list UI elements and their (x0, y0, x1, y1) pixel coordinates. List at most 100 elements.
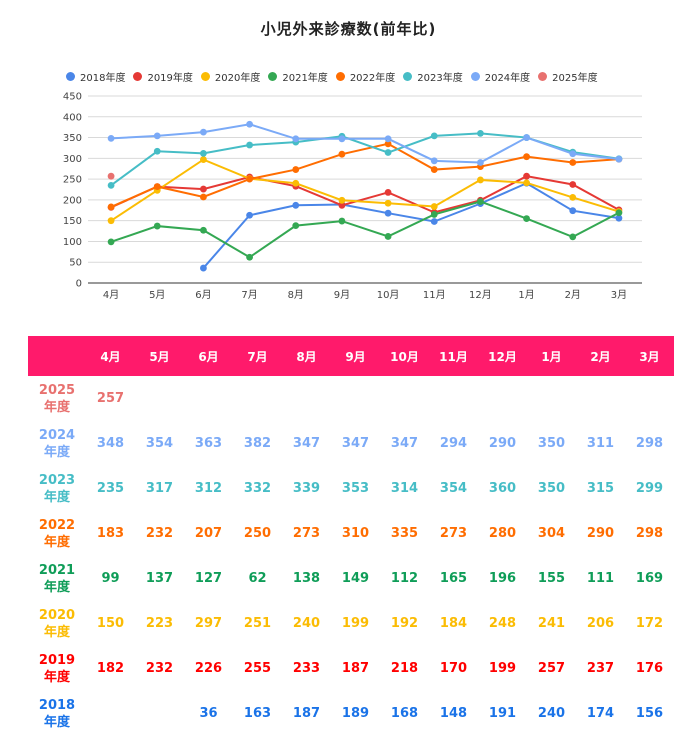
chart-legend: 2018年度 2019年度 2020年度 2021年度 2022年度 2023年度 2024… (66, 68, 598, 84)
table-cell: 298 (635, 436, 664, 451)
legend-item: 2020年度 (200, 68, 260, 84)
table-row-label: 2024 年度 (28, 421, 86, 466)
data-point (292, 135, 300, 143)
table-cell: 312 (194, 481, 223, 496)
data-point (384, 140, 392, 148)
x-tick-label: 1月 (518, 289, 534, 301)
data-point (200, 226, 207, 234)
data-point (246, 253, 253, 261)
table-row: 2022 年度 183 232 207 250 273 310 335 273 280 304 290 2… (28, 511, 674, 556)
series-line-2018年度 (202, 182, 620, 269)
table-cell: 99 (101, 571, 120, 586)
table-cell: 353 (341, 481, 370, 496)
row-label-line: 年度 (43, 624, 70, 640)
table-row-label: 2021 年度 (28, 556, 86, 601)
table-cell: 304 (537, 526, 566, 541)
table-cell: 183 (96, 526, 125, 541)
table-cell: 347 (292, 436, 321, 451)
table-cell (135, 691, 184, 736)
table-cell: 218 (390, 661, 419, 676)
table-cell: 187 (341, 661, 370, 676)
line-chart: 0 50 100 150 200 250 300 350 400 450 4月 5月 6月 7月 8月 9月 1… (63, 92, 642, 301)
data-point (200, 128, 207, 136)
data-point (569, 159, 577, 166)
row-label-line: 2020 (38, 607, 76, 623)
y-tick-label: 350 (63, 133, 82, 144)
legend-marker (133, 71, 143, 81)
table-cell (184, 376, 233, 421)
data-point (200, 193, 207, 201)
table-cell: 226 (194, 661, 223, 676)
data-point (246, 211, 253, 219)
data-point (569, 150, 577, 158)
x-tick-label: 4月 (103, 289, 119, 301)
table-cell: 196 (488, 571, 517, 586)
table-cell: 232 (145, 526, 174, 541)
table-cell: 257 (96, 391, 125, 406)
table-cell: 314 (390, 481, 419, 496)
table-cell: 248 (488, 616, 517, 631)
table-cell: 138 (292, 571, 321, 586)
legend-label: 2025年度 (552, 72, 598, 84)
y-tick-label: 300 (63, 154, 82, 165)
table-cell: 257 (537, 661, 566, 676)
legend-item: 2025年度 (538, 68, 598, 84)
table-cell (380, 376, 429, 421)
table-cell: 335 (390, 526, 419, 541)
table-cell: 232 (145, 661, 174, 676)
series-line-2021年度 (110, 200, 620, 259)
table-header-cell: 1月 (527, 336, 576, 376)
data-point (107, 203, 115, 211)
table-cell: 155 (537, 571, 566, 586)
row-label-line: 年度 (43, 669, 70, 685)
legend-marker (200, 71, 210, 81)
table-cell: 199 (341, 616, 370, 631)
table-row-label: 2018 年度 (28, 691, 86, 736)
data-point (384, 149, 392, 156)
legend-marker (66, 71, 75, 81)
legend-item: 2018年度 (66, 68, 125, 84)
legend-item: 2024年度 (470, 68, 530, 84)
table-cell: 189 (341, 706, 370, 721)
x-tick-label: 11月 (423, 289, 446, 301)
y-tick-label: 0 (76, 279, 82, 290)
table-corner-cell (28, 336, 86, 376)
table-cell: 176 (635, 661, 664, 676)
table-row: 2019 年度 182 232 226 255 233 187 218 170 199 257 237 1… (28, 646, 674, 691)
table-row: 2025 年度 257 (28, 376, 674, 421)
data-point (153, 147, 161, 155)
table-cell: 184 (439, 616, 468, 631)
table-cell: 36 (199, 706, 218, 721)
data-point (107, 172, 115, 180)
data-point (338, 201, 346, 209)
table-cell: 163 (243, 706, 272, 721)
table-row-label: 2019 年度 (28, 646, 86, 691)
data-point (384, 209, 392, 217)
data-point (338, 150, 346, 158)
table-cell: 149 (341, 571, 370, 586)
table-cell: 354 (145, 436, 174, 451)
table-cell: 170 (439, 661, 468, 676)
table-header-cell: 12月 (478, 336, 527, 376)
table-cell: 223 (145, 616, 174, 631)
table-row: 2020 年度 150 223 297 251 240 199 192 184 248 241 206 1… (28, 601, 674, 646)
series-line-2020年度 (110, 158, 620, 222)
y-tick-label: 450 (63, 92, 82, 103)
table-cell: 363 (194, 436, 223, 451)
table-cell: 240 (537, 706, 566, 721)
y-tick-label: 50 (69, 258, 82, 269)
table-cell: 297 (194, 616, 223, 631)
table-cell: 290 (488, 436, 517, 451)
data-point (569, 207, 577, 215)
legend-label: 2021年度 (282, 72, 328, 84)
table-cell: 235 (96, 481, 125, 496)
table-cell: 148 (439, 706, 468, 721)
data-point (477, 176, 484, 184)
table-cell (478, 376, 527, 421)
table-cell (282, 376, 331, 421)
table-cell: 111 (586, 571, 615, 586)
table-header-cell: 7月 (233, 336, 282, 376)
table-header-cell: 4月 (86, 336, 135, 376)
data-point (430, 211, 438, 218)
data-point (246, 141, 253, 149)
